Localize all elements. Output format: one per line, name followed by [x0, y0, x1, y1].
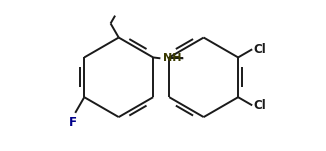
- Text: NH: NH: [163, 53, 181, 63]
- Text: Cl: Cl: [254, 43, 266, 56]
- Text: F: F: [69, 116, 77, 129]
- Text: Cl: Cl: [254, 99, 266, 112]
